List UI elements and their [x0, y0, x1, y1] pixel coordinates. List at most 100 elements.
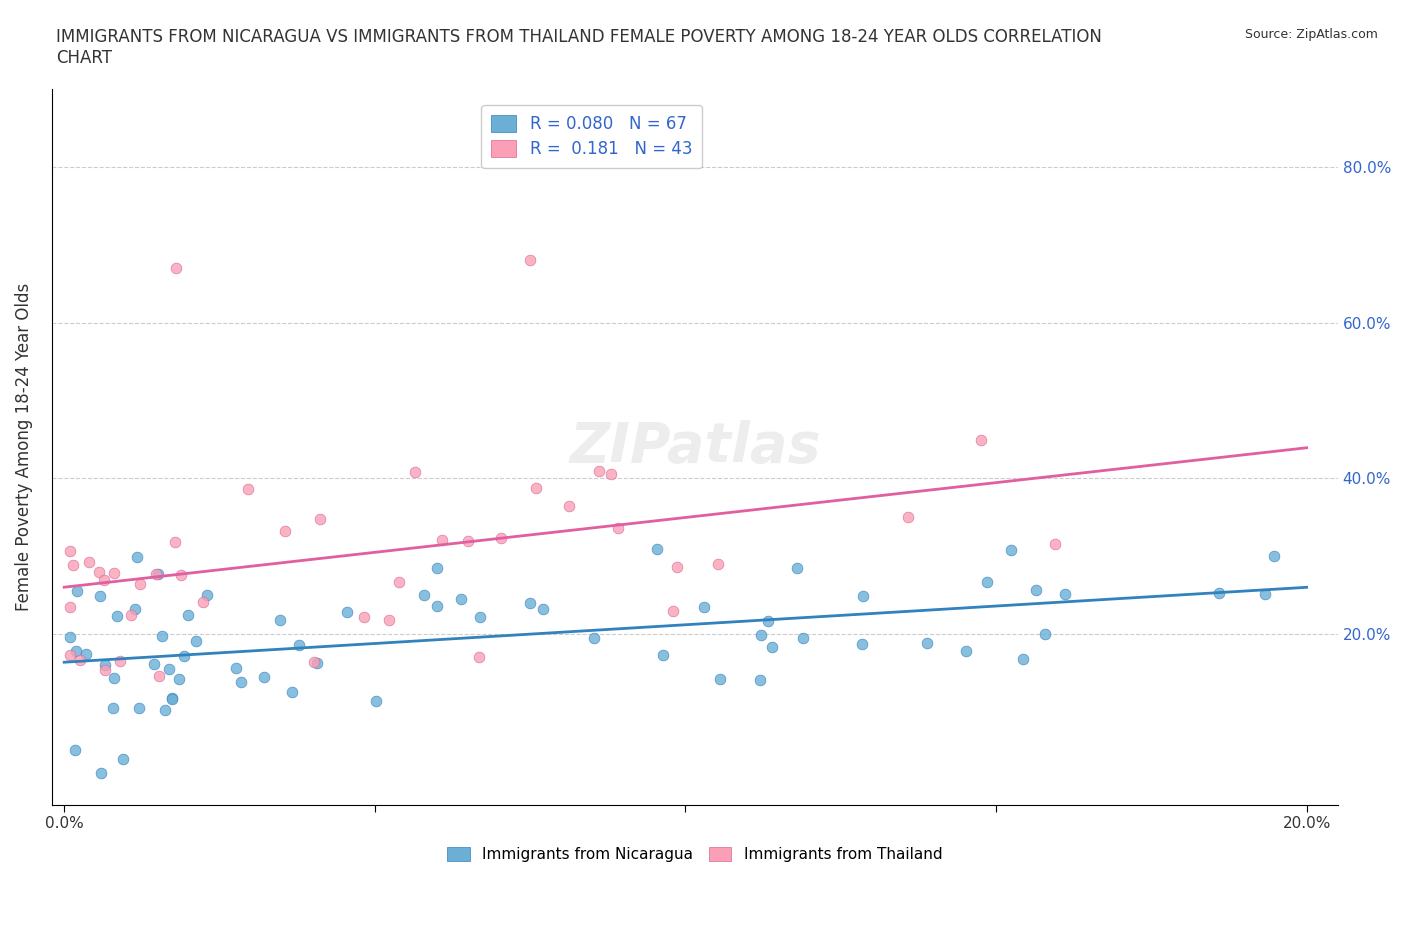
Text: IMMIGRANTS FROM NICARAGUA VS IMMIGRANTS FROM THAILAND FEMALE POVERTY AMONG 18-24: IMMIGRANTS FROM NICARAGUA VS IMMIGRANTS … — [56, 28, 1102, 67]
Point — [557, 498, 579, 513]
Point — [274, 524, 297, 538]
Point — [229, 675, 252, 690]
Point — [707, 556, 730, 571]
Point — [1043, 537, 1066, 551]
Point — [108, 654, 131, 669]
Point — [1054, 586, 1077, 601]
Point — [125, 550, 148, 565]
Point — [353, 610, 375, 625]
Point — [129, 577, 152, 591]
Point — [662, 604, 685, 618]
Point — [692, 600, 714, 615]
Point — [128, 700, 150, 715]
Point — [186, 633, 208, 648]
Point — [852, 589, 875, 604]
Point — [269, 612, 291, 627]
Point — [519, 596, 541, 611]
Point — [364, 694, 387, 709]
Point — [160, 690, 183, 705]
Text: ZIPatlas: ZIPatlas — [569, 420, 821, 474]
Point — [65, 644, 87, 658]
Point — [169, 671, 191, 686]
Point — [191, 594, 214, 609]
Point — [761, 639, 783, 654]
Point — [851, 636, 873, 651]
Point — [1000, 543, 1022, 558]
Point — [457, 534, 479, 549]
Point — [302, 655, 325, 670]
Point — [955, 644, 977, 659]
Point — [336, 604, 359, 619]
Point — [524, 481, 547, 496]
Point — [915, 635, 938, 650]
Point — [468, 649, 491, 664]
Point — [111, 751, 134, 766]
Point — [65, 584, 87, 599]
Point — [63, 742, 86, 757]
Point — [709, 672, 731, 687]
Point — [153, 702, 176, 717]
Point — [430, 533, 453, 548]
Point — [1208, 585, 1230, 600]
Point — [165, 535, 187, 550]
Point — [792, 631, 814, 645]
Point — [309, 512, 332, 526]
Point — [1025, 583, 1047, 598]
Point — [288, 637, 311, 652]
Point — [176, 607, 198, 622]
Point — [93, 573, 115, 588]
Y-axis label: Female Poverty Among 18-24 Year Olds: Female Poverty Among 18-24 Year Olds — [15, 283, 32, 611]
Point — [748, 672, 770, 687]
Point — [582, 631, 605, 645]
Point — [1033, 627, 1056, 642]
Point — [87, 565, 110, 579]
Point — [468, 609, 491, 624]
Point — [173, 649, 195, 664]
Point — [253, 670, 276, 684]
Point — [897, 510, 920, 525]
Point — [195, 588, 218, 603]
Point — [75, 646, 97, 661]
Point — [146, 566, 169, 581]
Point — [489, 530, 512, 545]
Point — [1254, 586, 1277, 601]
Point — [404, 465, 426, 480]
Point — [160, 692, 183, 707]
Point — [1012, 651, 1035, 666]
Point — [124, 602, 146, 617]
Point — [607, 521, 630, 536]
Point — [165, 260, 187, 275]
Point — [157, 661, 180, 676]
Point — [59, 630, 82, 644]
Point — [120, 607, 142, 622]
Point — [236, 482, 259, 497]
Point — [93, 663, 115, 678]
Point — [588, 464, 610, 479]
Point — [89, 589, 111, 604]
Point — [377, 612, 399, 627]
Point — [651, 648, 673, 663]
Point — [148, 669, 170, 684]
Text: Source: ZipAtlas.com: Source: ZipAtlas.com — [1244, 28, 1378, 41]
Point — [751, 628, 773, 643]
Point — [62, 557, 84, 572]
Point — [77, 554, 100, 569]
Point — [145, 566, 167, 581]
Point — [101, 700, 124, 715]
Point — [756, 614, 779, 629]
Point — [305, 656, 328, 671]
Point — [103, 565, 125, 580]
Point — [786, 560, 808, 575]
Point — [976, 575, 998, 590]
Point — [645, 541, 668, 556]
Point — [413, 588, 436, 603]
Point — [600, 467, 623, 482]
Point — [69, 652, 91, 667]
Point — [105, 608, 128, 623]
Point — [103, 671, 125, 686]
Point — [519, 253, 541, 268]
Point — [90, 766, 112, 781]
Point — [280, 684, 302, 699]
Point — [388, 575, 411, 590]
Point — [59, 544, 82, 559]
